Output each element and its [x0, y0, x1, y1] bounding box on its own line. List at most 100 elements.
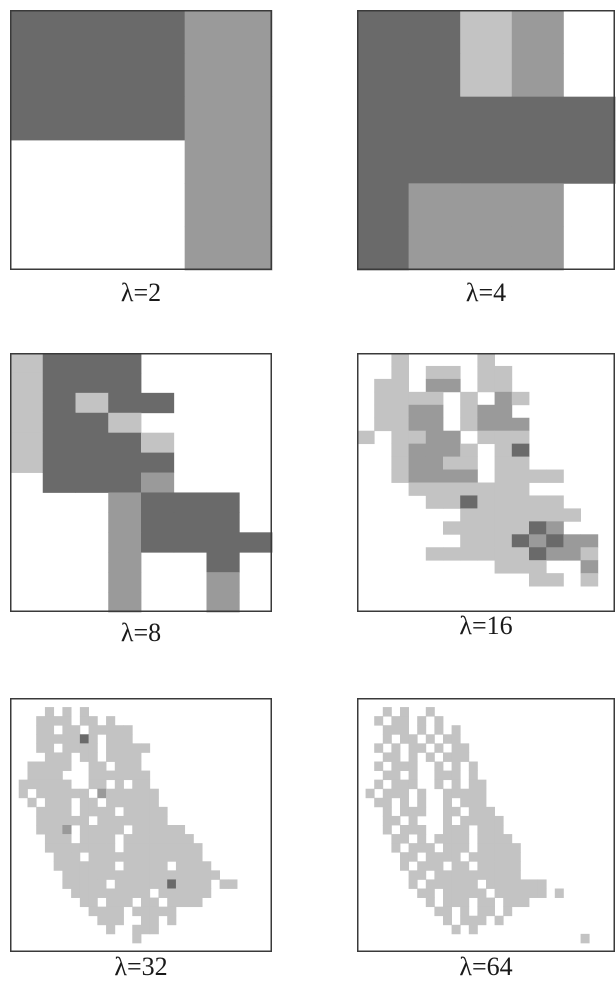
- grid-cell: [417, 716, 426, 725]
- grid-cell: [62, 752, 71, 761]
- grid-cell: [477, 870, 486, 879]
- grid-cell: [150, 898, 159, 907]
- grid-cell: [409, 870, 418, 879]
- grid-cell: [89, 725, 98, 734]
- grid-cell: [124, 771, 133, 780]
- grid-cell: [477, 852, 486, 861]
- grid-cell: [141, 473, 174, 493]
- grid-cell: [581, 934, 590, 943]
- grid-cell: [158, 843, 167, 852]
- grid-cell: [477, 816, 486, 825]
- grid-cell: [141, 798, 150, 807]
- grid-cell: [106, 889, 115, 898]
- grid-cell: [132, 870, 141, 879]
- grid-cell: [495, 405, 513, 418]
- grid-cell: [36, 816, 45, 825]
- grid-cell: [486, 898, 495, 907]
- grid-cell: [400, 834, 409, 843]
- grid-cell: [141, 852, 150, 861]
- grid-cell: [158, 834, 167, 843]
- grid-cell: [486, 861, 495, 870]
- grid-cell: [54, 789, 63, 798]
- grid-cell: [529, 470, 547, 483]
- grid-cell: [460, 861, 469, 870]
- grid-cell: [124, 870, 133, 879]
- grid-cell: [76, 393, 109, 413]
- grid-cell: [115, 798, 124, 807]
- grid-cell: [202, 879, 211, 888]
- grid-cell: [174, 492, 207, 512]
- grid-cell: [477, 898, 486, 907]
- grid-cell: [76, 473, 109, 493]
- grid-cell: [36, 789, 45, 798]
- grid-cell: [452, 870, 461, 879]
- grid-cell: [512, 861, 521, 870]
- grid-cell: [391, 716, 400, 725]
- grid-cell: [115, 780, 124, 789]
- grid-cell: [452, 834, 461, 843]
- grid-cell: [167, 916, 176, 925]
- grid-cell: [546, 521, 564, 534]
- grid-cell: [391, 789, 400, 798]
- grid-cell: [132, 934, 141, 943]
- grid-cell: [452, 734, 461, 743]
- grid-cell: [391, 843, 400, 852]
- grid-cell: [486, 807, 495, 816]
- grid-cell: [115, 852, 124, 861]
- grid-cell: [563, 97, 615, 141]
- grid-cell: [426, 843, 435, 852]
- grid-cell: [10, 413, 43, 433]
- grid-cell: [503, 907, 512, 916]
- grid-cell: [409, 843, 418, 852]
- grid-cell: [124, 807, 133, 816]
- grid-cell: [108, 492, 141, 512]
- grid-cell: [167, 852, 176, 861]
- grid-cell: [477, 521, 495, 534]
- grid-cell: [167, 889, 176, 898]
- grid-cell: [409, 227, 461, 271]
- grid-cell: [45, 752, 54, 761]
- grid-lambda-2: [10, 10, 272, 270]
- grid-cell: [80, 734, 89, 743]
- grid-cell: [452, 725, 461, 734]
- grid-cell: [115, 889, 124, 898]
- grid-cell: [460, 227, 512, 271]
- grid-cell: [43, 473, 76, 493]
- grid-cell: [185, 843, 194, 852]
- grid-lambda-4: [357, 10, 615, 270]
- grid-cell: [80, 843, 89, 852]
- grid-cell: [124, 852, 133, 861]
- grid-cell: [460, 444, 478, 457]
- grid-cell: [76, 413, 109, 433]
- grid-cell: [158, 807, 167, 816]
- grid-cell: [62, 834, 71, 843]
- grid-cell: [124, 743, 133, 752]
- grid-cell: [150, 798, 159, 807]
- grid-cell: [434, 852, 443, 861]
- grid-cell: [469, 762, 478, 771]
- grid-cell: [115, 916, 124, 925]
- grid-cell: [400, 734, 409, 743]
- grid-cell: [503, 834, 512, 843]
- grid-cell: [460, 418, 478, 431]
- grid-cell: [106, 816, 115, 825]
- grid-cell: [176, 834, 185, 843]
- grid-cell: [426, 879, 435, 888]
- grid-cell: [202, 870, 211, 879]
- grid-cell: [469, 889, 478, 898]
- grid-cell: [391, 725, 400, 734]
- grid-cell: [132, 789, 141, 798]
- grid-cell: [495, 379, 513, 392]
- grid-cell: [141, 492, 174, 512]
- grid-cell: [383, 798, 392, 807]
- grid-cell: [10, 97, 98, 141]
- grid-cell: [132, 825, 141, 834]
- grid-cell: [97, 843, 106, 852]
- grid-cell: [391, 392, 409, 405]
- grid-cell: [62, 843, 71, 852]
- grid-cell: [477, 508, 495, 521]
- grid-cell: [89, 798, 98, 807]
- grid-cell: [124, 879, 133, 888]
- grid-cell: [207, 592, 240, 612]
- grid-cell: [477, 366, 495, 379]
